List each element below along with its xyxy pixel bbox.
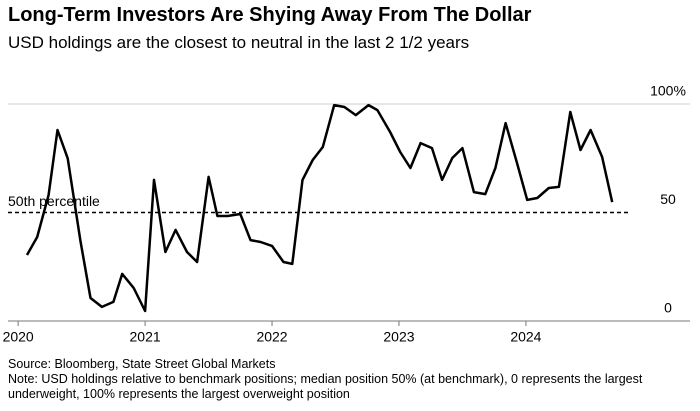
line-series <box>25 103 614 313</box>
reference-label: 50th percentile <box>8 193 100 209</box>
chart-title: Long-Term Investors Are Shying Away From… <box>8 4 532 26</box>
x-tick-label: 2021 <box>130 329 161 345</box>
x-tick-label: 2023 <box>383 329 414 345</box>
x-tick-label: 2024 <box>510 329 541 345</box>
chart: 0 50 100% 50th percentile 2020 2021 2022 2023 20… <box>3 83 690 345</box>
y-tick-label: 0 <box>664 300 672 316</box>
chart-subtitle: USD holdings are the closest to neutral … <box>8 33 470 52</box>
x-tick-label: 2022 <box>256 329 287 345</box>
x-tick-label: 2020 <box>3 329 34 345</box>
source: Source: Bloomberg, State Street Global M… <box>8 357 276 371</box>
y-tick-label: 50 <box>660 191 676 207</box>
y-tick-label: 100% <box>650 83 686 99</box>
note: Note: USD holdings relative to benchmark… <box>8 372 643 401</box>
